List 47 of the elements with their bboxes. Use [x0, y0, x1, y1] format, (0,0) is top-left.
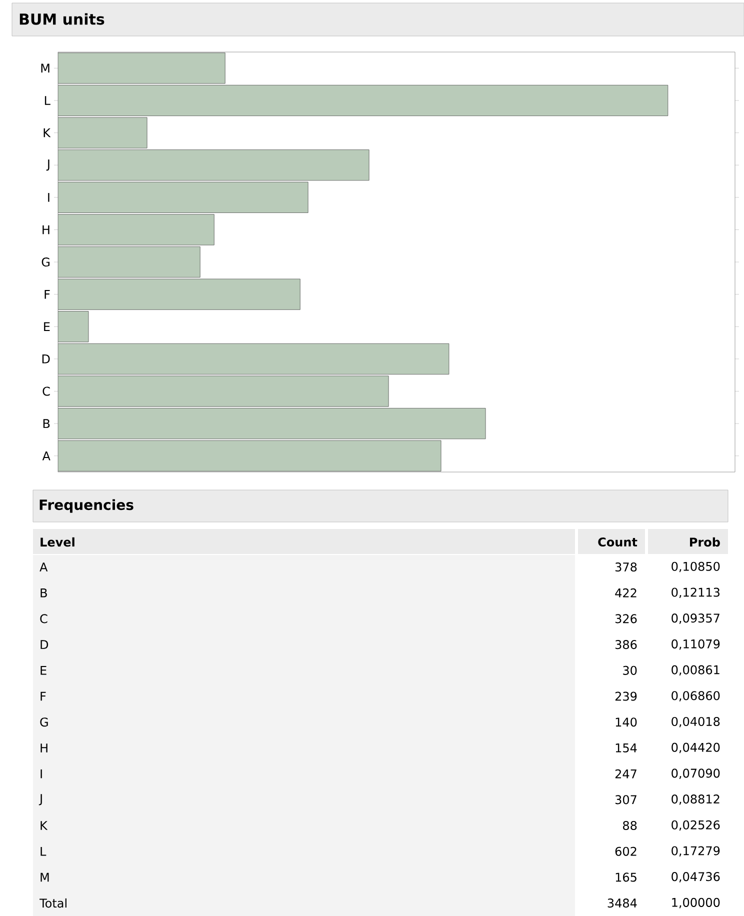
text: 0,04420: [672, 742, 720, 754]
text: 307: [615, 795, 636, 804]
y-tick-label: C: [42, 386, 50, 396]
text: 0,08812: [672, 794, 720, 805]
y-tick-label: K: [44, 128, 51, 138]
y-tick-label: F: [44, 290, 50, 299]
text: 0,09357: [672, 614, 720, 624]
text: Total: [40, 898, 66, 908]
text: 326: [615, 614, 637, 624]
y-tick-label: M: [41, 64, 50, 73]
text: 30: [623, 666, 637, 675]
text: 0,04736: [672, 872, 720, 882]
y-tick-label: A: [42, 451, 50, 460]
y-tick-label: L: [44, 96, 50, 105]
text: 0,12113: [672, 588, 720, 598]
text: Count: [598, 537, 638, 547]
text: 165: [616, 872, 636, 882]
y-tick-label: B: [43, 419, 50, 428]
text: 247: [615, 769, 636, 778]
text: Prob: [690, 537, 720, 547]
text: Frequencies: [40, 499, 134, 513]
text: 0,04018: [672, 716, 720, 728]
text: 239: [615, 692, 637, 701]
text: 378: [615, 562, 637, 572]
text: 140: [616, 718, 637, 727]
text: 1,00000: [672, 898, 720, 908]
y-tick-label: J: [46, 160, 50, 171]
text: 0,07090: [672, 768, 720, 779]
chart-title: BUM units: [20, 13, 104, 25]
text: 3484: [608, 898, 637, 908]
y-tick-label: H: [42, 225, 50, 234]
text: Level: [40, 537, 74, 547]
y-tick-label: D: [42, 354, 50, 364]
text: 386: [615, 640, 637, 650]
text: 0,02526: [672, 820, 720, 831]
text: 0,11079: [672, 639, 720, 650]
text: 88: [623, 820, 637, 830]
text: 0,00861: [672, 665, 720, 676]
text: 154: [616, 743, 637, 752]
text: 0,10850: [672, 562, 720, 572]
text: 0,17279: [672, 846, 720, 857]
y-tick-label: G: [42, 257, 50, 267]
text: 602: [615, 846, 636, 856]
text: 422: [615, 588, 636, 598]
y-tick-label: E: [44, 322, 50, 332]
y-tick-label: I: [48, 193, 50, 202]
text: 0,06860: [672, 691, 720, 702]
